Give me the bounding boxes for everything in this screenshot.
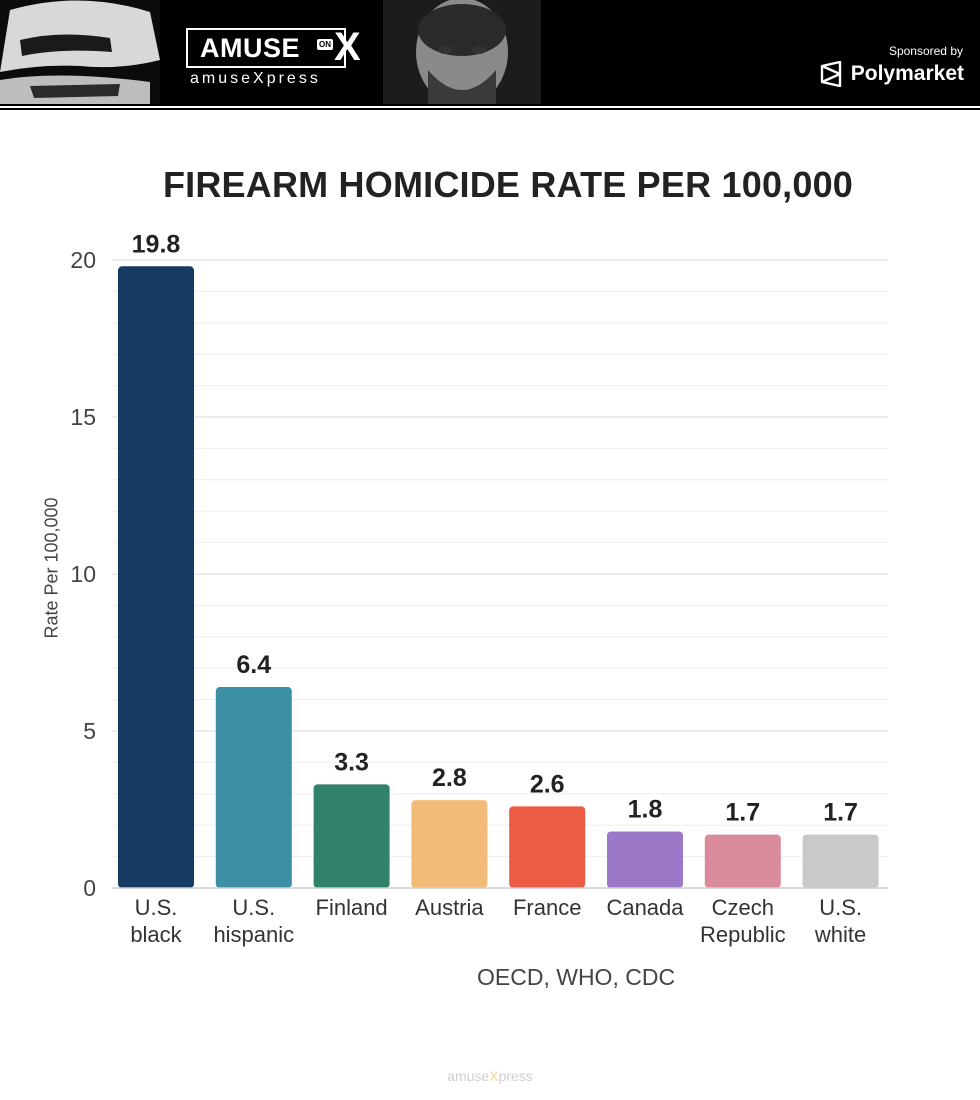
watermark-part-a: amuse [447, 1068, 490, 1084]
watermark-x: X [489, 1068, 499, 1084]
x-tick-label: Finland [316, 895, 388, 920]
bar [704, 834, 781, 888]
x-tick-label: Canada [606, 895, 684, 920]
bar-value-label: 19.8 [132, 230, 181, 258]
watermark-part-b: press [498, 1068, 533, 1084]
banner-divider [0, 104, 980, 110]
x-tick-label: Austria [415, 895, 484, 920]
y-tick-label: 0 [83, 875, 96, 901]
x-tick-label: white [814, 922, 866, 947]
bar-value-label: 1.7 [823, 799, 858, 827]
bar-value-label: 1.7 [725, 799, 760, 827]
bar-chart: 0510152019.8U.S.black6.4U.S.hispanic3.3F… [70, 230, 888, 947]
x-tick-label: U.S. [819, 895, 862, 920]
sponsor-label: Sponsored by [888, 44, 963, 58]
logo-subtitle: amuseXpress [190, 70, 321, 87]
bar-value-label: 6.4 [236, 651, 271, 679]
x-tick-label: hispanic [213, 922, 294, 947]
bar-value-label: 1.8 [628, 795, 663, 823]
header-banner: AMUSE ON X amuseXpress Sponsored by Poly… [0, 0, 980, 104]
y-tick-label: 5 [83, 718, 96, 744]
x-tick-label: black [130, 922, 182, 947]
x-tick-label: U.S. [232, 895, 275, 920]
x-tick-label: France [513, 895, 581, 920]
footer-watermark: amuseXpress [0, 1068, 980, 1084]
logo-main-text: AMUSE [186, 28, 346, 68]
bar-value-label: 2.6 [530, 770, 565, 798]
bar [607, 831, 683, 888]
x-tick-label: Republic [700, 922, 786, 947]
bar [509, 806, 586, 888]
sponsor-name: Polymarket [850, 62, 964, 85]
polymarket-icon [820, 61, 841, 87]
logo-on-badge: ON [317, 39, 333, 50]
polymarket-link[interactable]: Polymarket [819, 61, 964, 87]
source-note: OECD, WHO, CDC [477, 964, 676, 990]
bar [313, 784, 390, 888]
chart-title: FIREARM HOMICIDE RATE PER 100,000 [162, 164, 854, 205]
bar [411, 800, 488, 888]
stormtrooper-image [0, 0, 160, 104]
bar [118, 266, 194, 888]
bar [802, 834, 879, 888]
x-tick-label: U.S. [135, 895, 178, 920]
x-tick-label: Czech [712, 895, 774, 920]
host-portrait-image [383, 0, 541, 104]
bar-value-label: 3.3 [334, 748, 369, 776]
y-tick-label: 10 [70, 561, 96, 587]
y-tick-label: 15 [70, 404, 96, 430]
amuse-logo[interactable]: AMUSE ON X [186, 25, 368, 69]
x-logo-icon: X [334, 25, 361, 69]
bar-value-label: 2.8 [432, 764, 467, 792]
y-tick-label: 20 [70, 247, 96, 273]
bar [215, 687, 292, 888]
